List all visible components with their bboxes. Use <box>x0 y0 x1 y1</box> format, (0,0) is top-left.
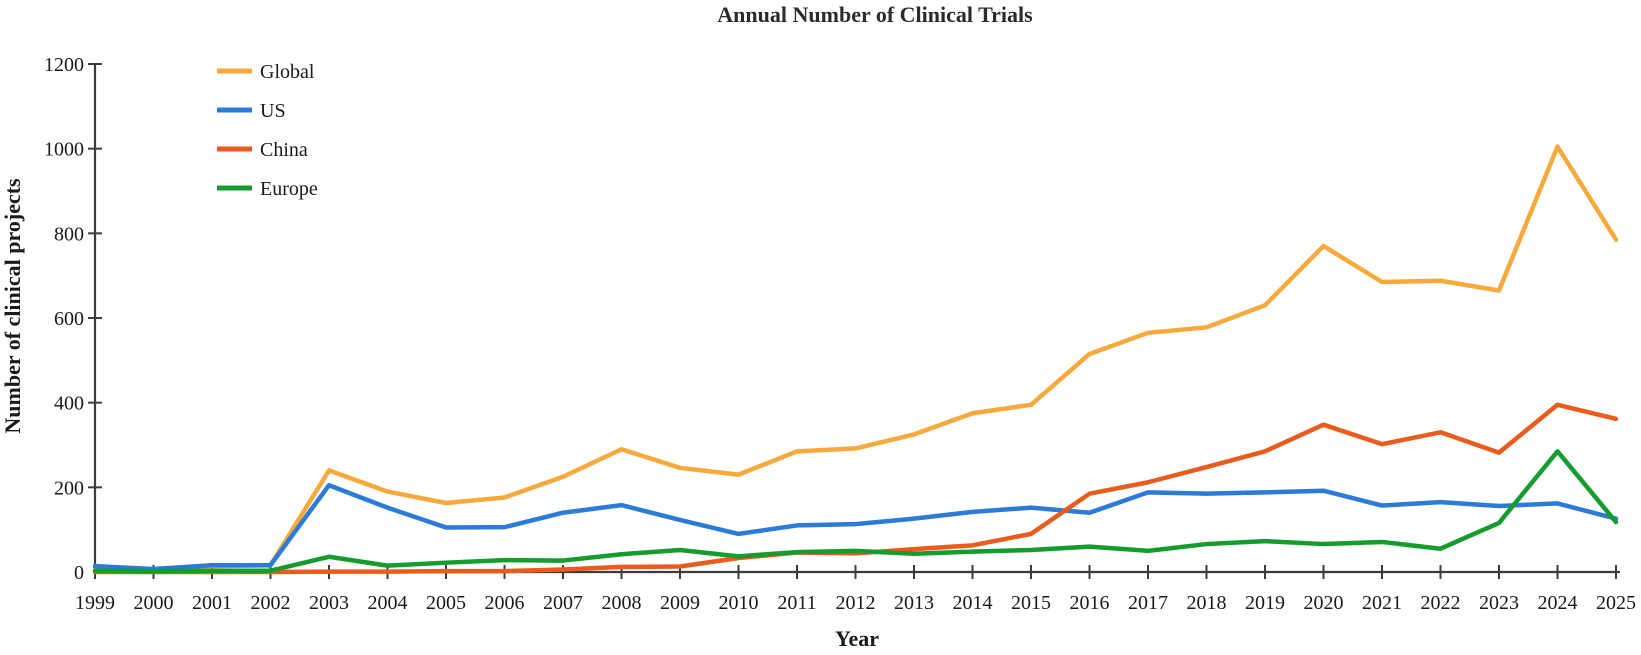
y-tick-label-200: 200 <box>54 477 84 499</box>
y-tick-label-800: 800 <box>54 223 84 245</box>
x-axis-title: Year <box>835 626 879 651</box>
legend-label-global: Global <box>260 61 315 83</box>
x-tick-label-2013: 2013 <box>894 592 934 614</box>
x-tick-label-2014: 2014 <box>953 592 993 614</box>
x-tick-label-2023: 2023 <box>1479 592 1519 614</box>
x-tick-label-2021: 2021 <box>1362 592 1402 614</box>
y-tick-label-1000: 1000 <box>44 139 84 161</box>
x-tick-label-2000: 2000 <box>134 592 174 614</box>
legend-item-europe: Europe <box>217 178 318 200</box>
x-tick-label-2009: 2009 <box>660 592 700 614</box>
legend-item-us: US <box>217 100 286 122</box>
x-tick-label-2016: 2016 <box>1070 592 1110 614</box>
x-tick-label-2020: 2020 <box>1304 592 1344 614</box>
series-line-china <box>92 402 1619 575</box>
legend-label-us: US <box>260 100 286 122</box>
y-tick-label-600: 600 <box>54 308 84 330</box>
x-tick-label-2024: 2024 <box>1538 592 1578 614</box>
x-tick-label-2012: 2012 <box>836 592 876 614</box>
legend-label-china: China <box>260 139 308 161</box>
x-tick-label-2015: 2015 <box>1011 592 1051 614</box>
x-tick-label-2008: 2008 <box>602 592 642 614</box>
chart-ticks: 0 200 400 600 800 1000 1200 1999 2000 2001 2002 200… <box>44 54 1636 614</box>
x-tick-label-2011: 2011 <box>777 592 816 614</box>
x-tick-label-2022: 2022 <box>1421 592 1461 614</box>
series-line-global <box>92 144 1619 572</box>
x-tick-label-2018: 2018 <box>1187 592 1227 614</box>
x-tick-label-2006: 2006 <box>485 592 525 614</box>
x-tick-label-2005: 2005 <box>426 592 466 614</box>
legend-item-global: Global <box>217 61 315 83</box>
x-tick-label-1999: 1999 <box>75 592 115 614</box>
y-tick-label-0: 0 <box>74 562 84 584</box>
x-tick-label-2025: 2025 <box>1596 592 1636 614</box>
y-axis-title: Number of clinical projects <box>0 178 25 434</box>
x-tick-label-2007: 2007 <box>543 592 583 614</box>
series-line-europe <box>92 449 1619 574</box>
x-tick-label-2017: 2017 <box>1128 592 1168 614</box>
x-tick-label-2002: 2002 <box>251 592 291 614</box>
series-line-us <box>92 482 1619 572</box>
x-tick-label-2001: 2001 <box>192 592 232 614</box>
x-tick-label-2010: 2010 <box>719 592 759 614</box>
x-tick-label-2004: 2004 <box>368 592 408 614</box>
x-tick-label-2019: 2019 <box>1245 592 1285 614</box>
y-tick-label-1200: 1200 <box>44 54 84 76</box>
legend-item-china: China <box>217 139 308 161</box>
chart-legend: Global US China Europe <box>217 61 318 200</box>
legend-label-europe: Europe <box>260 178 318 200</box>
chart-series-lines <box>92 144 1619 575</box>
y-tick-label-400: 400 <box>54 393 84 415</box>
chart-title: Annual Number of Clinical Trials <box>717 2 1033 27</box>
x-tick-label-2003: 2003 <box>309 592 349 614</box>
